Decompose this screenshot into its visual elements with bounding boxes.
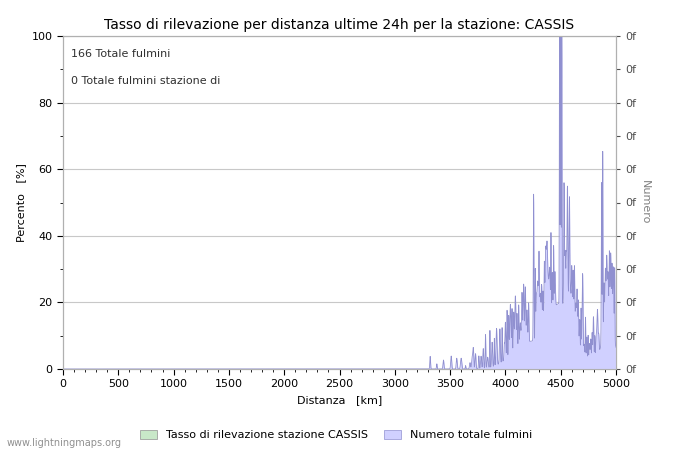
X-axis label: Distanza   [km]: Distanza [km] [297,395,382,405]
Title: Tasso di rilevazione per distanza ultime 24h per la stazione: CASSIS: Tasso di rilevazione per distanza ultime… [104,18,575,32]
Text: 0 Totale fulmini stazione di: 0 Totale fulmini stazione di [71,76,220,86]
Y-axis label: Percento   [%]: Percento [%] [16,163,26,242]
Text: 166 Totale fulmini: 166 Totale fulmini [71,50,171,59]
Legend: Tasso di rilevazione stazione CASSIS, Numero totale fulmini: Tasso di rilevazione stazione CASSIS, Nu… [136,425,536,445]
Y-axis label: Numero: Numero [640,180,650,225]
Text: www.lightningmaps.org: www.lightningmaps.org [7,438,122,448]
